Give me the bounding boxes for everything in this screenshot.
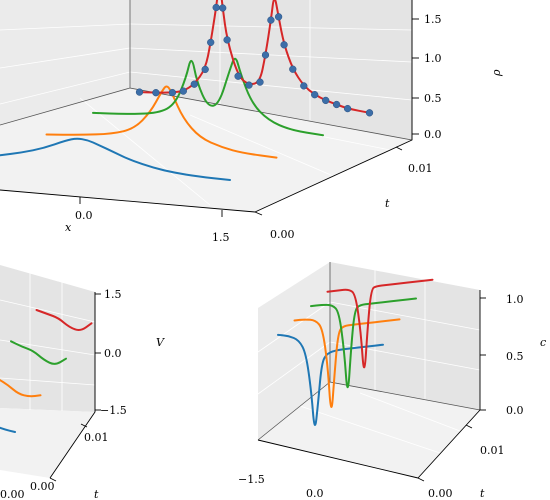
rho-data-point [201,65,209,74]
rho-data-point [343,104,352,113]
c-series-line-red [326,278,434,369]
v-floor-pane [0,408,95,478]
v-panel: 1.5 0.0 −1.5 V 0.01 0.00 t 0.00 [0,265,165,500]
c-z-axis-label: c [540,336,546,349]
rho-xtick-label: 1.5 [212,231,230,244]
v-series-line-orange [0,378,42,398]
rho-ttick-label: 0.01 [408,162,433,175]
v-ttick-label: 0.00 [30,480,55,493]
v-curves [0,309,93,433]
v-t-axis-label: t [94,488,99,500]
rho-data-point [190,80,198,88]
rho-x-axis-label: x [65,221,72,234]
rho-data-point [261,51,270,59]
v-z-axis-label: V [156,336,165,349]
c-series-line-orange [293,318,401,408]
c-ztick-label: 1.0 [506,293,524,306]
rho-data-point [223,36,231,44]
c-back-pane [330,262,480,410]
v-ztick-label: 1.5 [104,288,122,301]
rho-t-axis [254,139,413,213]
rho-data-point [152,89,160,97]
c-pane-edges [257,262,481,441]
c-ttick-label: 0.01 [480,444,505,457]
rho-data-point [256,78,264,86]
c-ztick-label: 0.5 [506,350,524,363]
c-grid [257,270,481,400]
rho-t-axis-label: t [385,197,390,210]
c-ttick-mark [465,424,473,429]
rho-ztick-label: 1.0 [424,52,442,65]
c-series-line-green [310,297,417,389]
c-curves [277,278,434,426]
rho-back-pane [130,0,412,140]
rho-data-point [365,109,374,117]
rho-data-point [135,88,144,96]
rho-data-point [332,100,341,109]
c-xtick-label: 0.0 [306,487,324,500]
rho-xtick-label: 0.0 [75,209,93,222]
rho-ztick-label: 1.5 [424,13,442,26]
rho-data-point [219,4,227,12]
rho-ttick-mark [395,146,403,151]
rho-series-line-blue [0,137,231,181]
rho-ztick-label: 0.5 [424,92,442,105]
rho-data-point [245,81,253,89]
v-ztick-label: −1.5 [100,404,127,417]
rho-ztick-label: 0.0 [424,128,442,141]
rho-ttick-mark [254,211,263,216]
v-series-line-green [10,340,67,365]
rho-grid-left [0,23,131,105]
v-grid [0,272,96,411]
v-ttick-mark [80,423,88,428]
rho-x-axis [0,189,256,213]
v-back-pane [0,265,95,412]
rho-z-axis-label: ρ [490,69,503,77]
rho-left-pane [0,0,130,125]
rho-ttick-label: 0.00 [270,228,295,241]
c-ttick-label: 0.00 [428,487,453,500]
v-series-line-red [35,309,93,331]
rho-grid-horizontal [129,23,413,101]
rho-panel: 1.5 1.0 0.5 0.0 ρ 0.01 0.00 t 0.0 1.5 x [0,0,503,244]
rho-data-point [300,82,308,90]
rho-data-point [234,72,242,80]
rho-data-point [207,38,215,47]
rho-data-point [274,13,283,21]
rho-data-point [322,96,330,105]
c-floor-pane [258,382,480,478]
c-grid-floor [299,392,461,454]
c-panel: 1.0 0.5 0.0 c 0.01 0.00 t −1.5 0.0 [238,262,546,500]
v-axes [49,292,96,479]
rho-data-point [212,3,220,12]
v-ttick-label: 0.01 [84,431,109,444]
rho-data-point [311,91,319,99]
v-xtick-label: 0.00 [0,488,25,500]
rho-data-point [179,87,187,95]
c-x-axis [257,439,419,479]
rho-data-point [267,16,275,24]
rho-data-point [168,88,177,97]
v-series-line-blue [0,426,16,433]
rho-data-point [289,65,297,73]
c-t-axis-label: t [480,487,485,500]
rho-series-line-orange [45,85,278,159]
c-xtick-label: −1.5 [238,473,265,486]
c-ttick-mark [417,477,425,482]
v-ttick-mark [49,477,57,482]
rho-floor-pane [0,88,412,212]
rho-data-point [280,41,288,49]
c-ztick-label: 0.0 [506,404,524,417]
rho-series-line-green [92,57,324,137]
v-ztick-label: 0.0 [104,347,122,360]
rho-markers [135,3,374,117]
